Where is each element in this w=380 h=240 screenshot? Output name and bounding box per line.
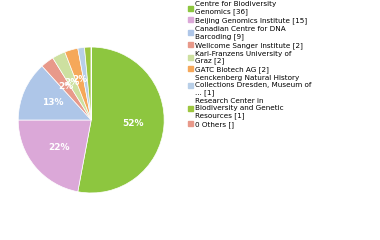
Wedge shape	[78, 47, 164, 193]
Text: 2%: 2%	[65, 78, 80, 87]
Wedge shape	[53, 52, 91, 120]
Wedge shape	[18, 66, 91, 120]
Wedge shape	[18, 120, 91, 192]
Text: 13%: 13%	[42, 98, 63, 108]
Wedge shape	[65, 48, 91, 120]
Wedge shape	[78, 47, 91, 120]
Text: 2%: 2%	[58, 82, 73, 91]
Wedge shape	[84, 47, 91, 120]
Text: 52%: 52%	[123, 120, 144, 128]
Legend: Centre for Biodiversity
Genomics [36], Beijing Genomics Institute [15], Canadian: Centre for Biodiversity Genomics [36], B…	[186, 0, 313, 129]
Text: 22%: 22%	[48, 143, 70, 151]
Text: 2%: 2%	[72, 75, 87, 84]
Wedge shape	[42, 58, 91, 120]
